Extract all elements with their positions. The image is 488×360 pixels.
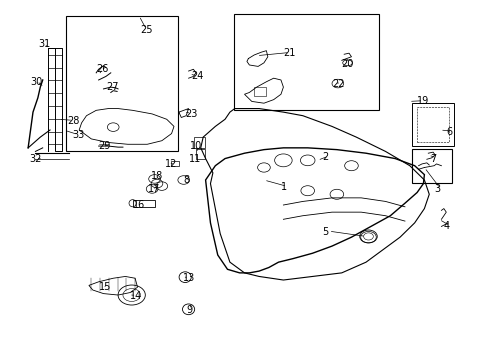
Text: 26: 26	[96, 64, 108, 74]
Text: 17: 17	[148, 184, 160, 194]
Text: 3: 3	[433, 184, 439, 194]
Bar	[132, 200, 154, 207]
Text: 5: 5	[322, 227, 328, 237]
Text: 20: 20	[341, 59, 353, 69]
Text: 19: 19	[416, 96, 428, 107]
Text: 21: 21	[283, 48, 295, 58]
Bar	[411, 103, 453, 146]
Text: 2: 2	[322, 152, 328, 162]
Text: 28: 28	[67, 116, 79, 126]
Text: 14: 14	[130, 291, 142, 301]
Text: 24: 24	[191, 71, 203, 81]
Text: 31: 31	[38, 39, 50, 49]
Text: 33: 33	[72, 130, 84, 140]
Text: 25: 25	[140, 25, 152, 35]
Text: 23: 23	[185, 109, 197, 119]
Bar	[233, 14, 378, 111]
Text: 1: 1	[281, 182, 286, 192]
Bar	[416, 107, 448, 143]
Bar	[411, 149, 451, 183]
Text: 12: 12	[164, 159, 177, 169]
Bar	[254, 87, 266, 96]
Text: 8: 8	[183, 175, 189, 185]
Text: 7: 7	[429, 154, 436, 163]
Text: 9: 9	[186, 305, 192, 315]
Text: 16: 16	[132, 200, 144, 210]
Text: 13: 13	[183, 273, 195, 283]
Text: 27: 27	[106, 82, 118, 92]
Bar	[196, 149, 204, 159]
Text: 30: 30	[30, 77, 43, 87]
Text: 11: 11	[188, 154, 201, 163]
Text: 22: 22	[331, 78, 344, 89]
Text: 29: 29	[99, 141, 111, 151]
Bar	[170, 161, 179, 166]
Bar	[65, 16, 178, 151]
Text: 6: 6	[446, 127, 451, 137]
Text: 15: 15	[99, 282, 111, 292]
Bar	[194, 137, 204, 148]
Text: 10: 10	[190, 141, 202, 151]
Text: 4: 4	[443, 221, 449, 231]
Text: 18: 18	[151, 171, 163, 181]
Text: 32: 32	[30, 154, 42, 163]
